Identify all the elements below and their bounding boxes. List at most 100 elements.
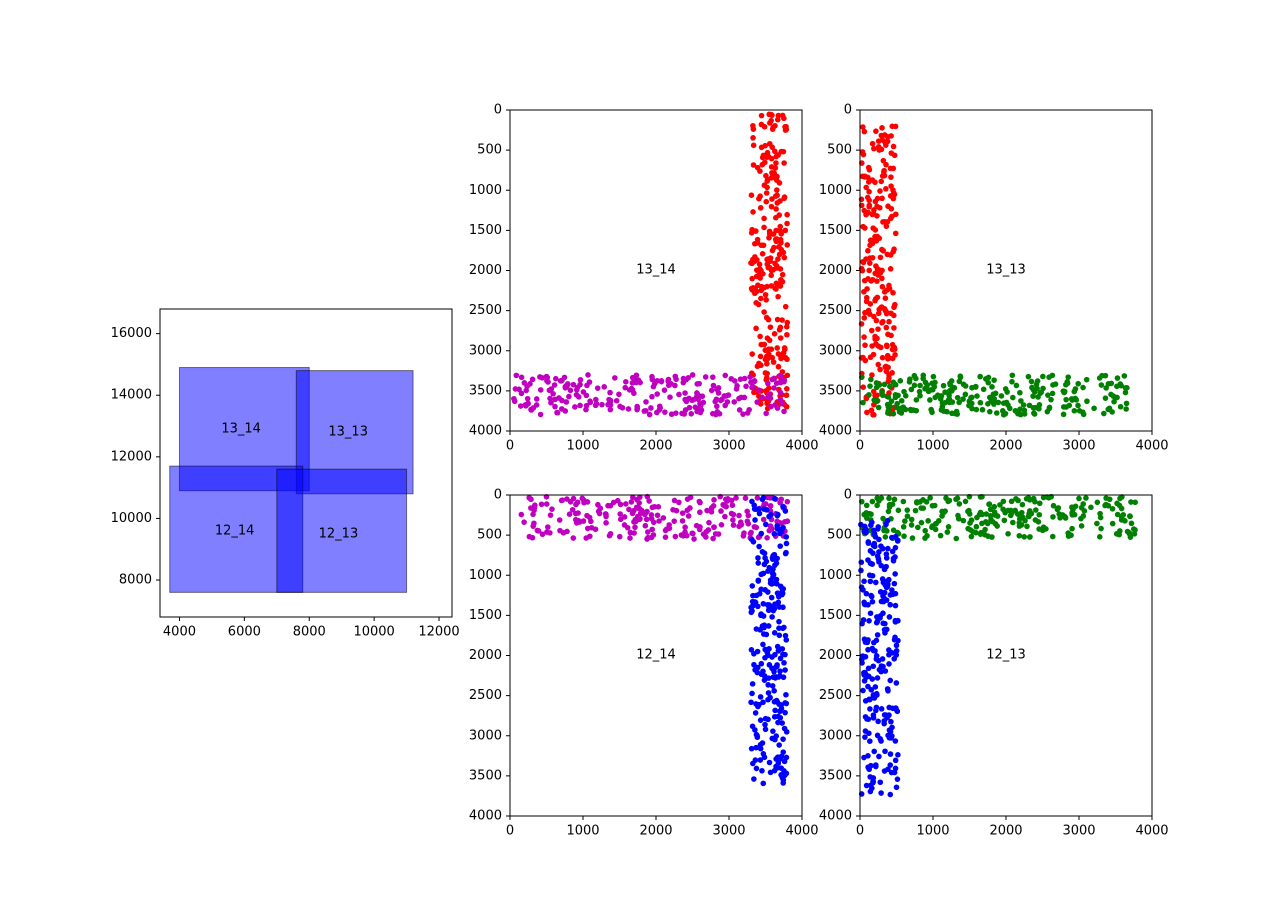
scatter-point	[879, 275, 885, 282]
scatter-point	[878, 495, 885, 501]
scatter-point	[879, 319, 885, 326]
scatter-point	[777, 389, 784, 396]
scatter-point	[741, 375, 748, 382]
scatter-point	[888, 398, 895, 404]
scatter-point	[756, 506, 762, 512]
y-tick-label: 2000	[469, 648, 502, 663]
scatter-point	[692, 404, 699, 410]
scatter-point	[1078, 523, 1085, 529]
scatter-point	[763, 558, 770, 565]
scatter-point	[1025, 513, 1032, 520]
axes-frame	[859, 494, 1153, 817]
scatter-point	[887, 601, 894, 608]
scatter-point	[765, 716, 771, 723]
scatter-point	[1038, 389, 1045, 396]
scatter-point	[1013, 496, 1019, 502]
scatter-point	[767, 694, 773, 701]
scatter-point	[883, 555, 890, 561]
scatter-point	[558, 497, 565, 504]
x-tick-label: 0	[506, 439, 514, 454]
scatter-point	[863, 298, 870, 305]
scatter-point	[1102, 372, 1109, 379]
scatter-point	[749, 351, 755, 357]
scatter-point	[780, 625, 786, 632]
scatter-point	[1013, 382, 1020, 389]
scatter-point	[733, 495, 739, 501]
scatter-point	[757, 333, 763, 340]
scatter-point	[758, 530, 765, 537]
scatter-point	[740, 411, 746, 417]
scatter-point	[878, 790, 884, 796]
scatter-point	[913, 375, 919, 382]
scatter-point	[889, 650, 895, 656]
scatter-point	[770, 359, 777, 365]
scatter-point	[763, 297, 769, 303]
scatter-point	[887, 677, 894, 684]
scatter-point	[747, 374, 753, 380]
scatter-point	[749, 690, 755, 697]
panel-label: 13_13	[986, 263, 1026, 278]
scatter-point	[1046, 374, 1052, 380]
scatter-point	[878, 305, 884, 311]
scatter-point	[702, 374, 709, 380]
scatter-point	[877, 254, 884, 261]
scatter-point	[777, 266, 784, 272]
scatter-point	[891, 769, 898, 776]
scatter-point	[865, 539, 872, 545]
scatter-point	[758, 341, 765, 348]
scatter-point	[890, 555, 897, 562]
scatter-point	[708, 387, 715, 394]
scatter-point	[871, 695, 878, 701]
x-tick-label: 1000	[566, 824, 599, 839]
scatter-point	[887, 762, 894, 768]
scatter-point	[1005, 531, 1011, 537]
scatter-point	[782, 346, 788, 353]
scatter-point	[867, 255, 873, 261]
scatter-point	[725, 392, 732, 398]
scatter-point	[751, 506, 758, 512]
scatter-point	[731, 399, 738, 405]
scatter-point	[763, 172, 769, 179]
scatter-point	[705, 527, 712, 533]
scatter-point	[768, 346, 775, 352]
scatter-point	[987, 506, 994, 513]
scatter-point	[862, 734, 868, 740]
scatter-point	[548, 386, 555, 392]
scatter-point	[777, 228, 784, 235]
scatter-point	[870, 715, 877, 721]
scatter-point	[756, 543, 762, 550]
scatter-point	[768, 203, 775, 210]
y-tick-label: 2500	[819, 303, 852, 318]
scatter-point	[718, 508, 724, 514]
scatter-point	[766, 513, 772, 520]
scatter-point	[760, 641, 766, 648]
x-tick-label: 2000	[639, 439, 672, 454]
scatter-point	[783, 691, 789, 698]
scatter-point	[1024, 523, 1030, 530]
y-tick-label: 1000	[819, 568, 852, 583]
scatter-point	[1071, 407, 1078, 414]
scatter-point	[753, 325, 759, 332]
scatter-point	[886, 318, 892, 325]
scatter-point	[780, 749, 787, 755]
scatter-point	[1109, 409, 1115, 415]
scatter-point	[937, 532, 944, 539]
scatter-point	[894, 400, 901, 407]
scatter-point	[748, 699, 754, 706]
scatter-point	[776, 625, 782, 631]
scatter-point	[866, 188, 872, 195]
axes-frame	[159, 308, 453, 618]
scatter-point	[954, 495, 961, 502]
scatter-point	[874, 203, 880, 210]
scatter-point	[603, 520, 609, 526]
scatter-point	[860, 223, 866, 230]
scatter-point	[723, 503, 729, 510]
scatter-point	[886, 576, 892, 583]
tile-label: 12_14	[215, 523, 255, 538]
scatter-point	[967, 527, 974, 533]
scatter-point	[749, 608, 755, 614]
scatter-point	[679, 510, 686, 516]
scatter-point	[859, 660, 865, 666]
scatter-point	[916, 388, 923, 395]
scatter-point	[766, 228, 773, 235]
